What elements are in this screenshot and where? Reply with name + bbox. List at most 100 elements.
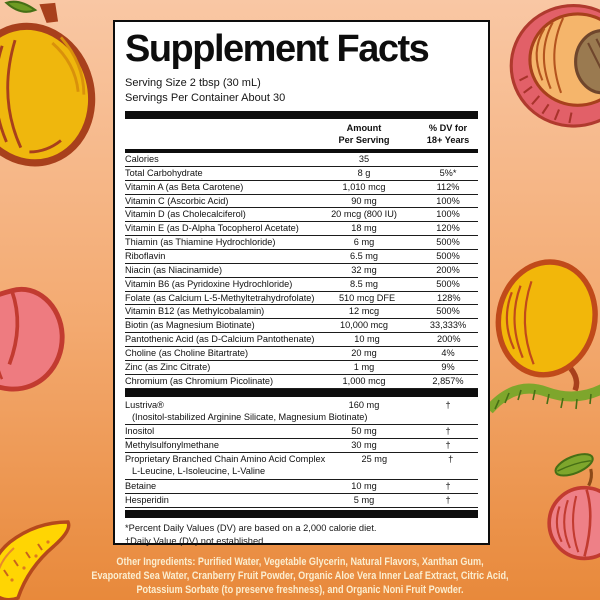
nutrient-dv: 200% (437, 334, 461, 345)
amount-header-line2: Per Serving (338, 134, 390, 145)
nutrient-amount: 8 g (357, 167, 371, 178)
other-ingredients-line: Other Ingredients: Purified Water, Veget… (116, 556, 484, 568)
nutrient-name: Vitamin C (Ascorbic Acid) (125, 195, 229, 206)
facts-row: Methylsulfonylmethane 30 mg † (125, 439, 478, 454)
divider-thick (125, 111, 478, 120)
nutrient-amount: 6 mg (353, 237, 375, 248)
facts-row: Niacin (as Niacinamide) 32 mg 200% (125, 264, 478, 278)
nutrient-amount: 35 (358, 154, 370, 165)
facts-row: Folate (as Calcium L-5-Methyltetrahydrof… (125, 292, 478, 306)
other-ingredients: Other Ingredients: Purified Water, Veget… (42, 556, 558, 598)
facts-row: Inositol 50 mg † (125, 425, 478, 440)
nutrient-amount: 12 mcg (348, 306, 380, 317)
nutrient-name: Chromium (as Chromium Picolinate) (125, 375, 274, 386)
nutrient-amount: 510 mcg DFE (338, 292, 396, 303)
facts-row: Choline (as Choline Bitartrate) 20 mg 4% (125, 347, 478, 361)
dv-column-header: % DV for 18+ Years (418, 123, 478, 146)
nutrient-dv: 500% (436, 278, 460, 289)
nutrient-name: Methylsulfonylmethane (125, 440, 219, 451)
nutrient-name: Betaine (125, 480, 157, 491)
leaf-vine-right-illustration (485, 383, 600, 414)
nutrient-dv: 2,857% (432, 375, 464, 386)
nutrient-name: Calories (125, 154, 159, 165)
nutrient-dv: 500% (436, 237, 460, 248)
facts-row: Vitamin E (as D-Alpha Tocopherol Acetate… (125, 222, 478, 237)
nutrient-amount: 50 mg (351, 426, 377, 437)
facts-row: Zinc (as Zinc Citrate) 1 mg 9% (125, 361, 478, 375)
nutrient-amount: 10 mg (351, 480, 377, 491)
divider-medium (125, 149, 478, 154)
column-headers: Amount Per Serving % DV for 18+ Years (125, 119, 478, 149)
facts-row: Total Carbohydrate 8 g 5%* (125, 167, 478, 181)
nutrient-dv: 500% (436, 251, 460, 262)
mango-mid-right-illustration (495, 259, 598, 392)
nutrient-amount: 5 mg (353, 494, 375, 505)
facts-row: Vitamin A (as Beta Carotene) 1,010 mcg 112… (125, 181, 478, 195)
nutrient-dv: 120% (436, 223, 460, 234)
nutrient-amount: 1,000 mcg (342, 375, 386, 386)
nutrient-amount: 20 mg (351, 348, 377, 359)
nutrient-dv: 100% (436, 209, 460, 220)
mango-top-left-illustration (0, 0, 96, 167)
nutrient-amount: 8.5 mg (349, 278, 379, 289)
peach-mid-left-illustration (0, 286, 65, 392)
nutrient-dv: 200% (436, 264, 460, 275)
facts-row: Thiamin (as Thiamine Hydrochloride) 6 mg 5… (125, 236, 478, 251)
facts-row: Riboflavin 6.5 mg 500% (125, 250, 478, 264)
panel-title: Supplement Facts (125, 28, 430, 70)
nutrient-name: Vitamin B6 (as Pyridoxine Hydrochloride) (125, 278, 293, 289)
nutrient-amount: 10 mg (354, 334, 380, 345)
nutrient-dv: 4% (441, 348, 455, 359)
nutrient-dv: † (445, 426, 451, 437)
nutrient-amount: 20 mcg (800 IU) (331, 209, 397, 220)
nutrient-dv: 100% (436, 195, 460, 206)
facts-row: Hesperidin 5 mg † (125, 494, 478, 508)
footnotes: *Percent Daily Values (DV) are based on … (125, 522, 478, 548)
nutrient-name: Vitamin E (as D-Alpha Tocopherol Acetate… (125, 223, 299, 234)
other-ingredients-line: Evaporated Sea Water, Cranberry Fruit Po… (91, 569, 509, 582)
nutrient-name: Total Carbohydrate (125, 167, 203, 178)
facts-row: Biotin (as Magnesium Biotinate) 10,000 mc… (125, 319, 478, 334)
nutrient-amount: 32 mg (351, 264, 377, 275)
nutrient-name: Riboflavin (125, 251, 166, 262)
nutrient-name: Vitamin B12 (as Methylcobalamin) (125, 306, 265, 317)
nutrient-dv: 128% (437, 292, 461, 303)
nutrient-name: Zinc (as Zinc Citrate) (125, 361, 211, 372)
nutrient-name: Hesperidin (125, 494, 169, 505)
nutrient-dv: † (445, 480, 451, 491)
nutrient-dv: 9% (441, 361, 455, 372)
nutrient-amount: 1 mg (353, 361, 375, 372)
facts-row: Vitamin C (Ascorbic Acid) 90 mg 100% (125, 195, 478, 209)
divider-thick (125, 388, 478, 397)
footnote-dv: *Percent Daily Values (DV) are based on … (125, 522, 377, 533)
peach-bottom-right-illustration (547, 453, 600, 561)
nutrient-name: Thiamin (as Thiamine Hydrochloride) (125, 237, 276, 248)
nutrient-amount: 10,000 mcg (339, 320, 388, 331)
nutrient-dv: 33,333% (429, 320, 467, 331)
facts-row: Pantothenic Acid (as D-Calcium Pantothen… (125, 333, 478, 348)
nutrient-amount: 18 mg (351, 223, 377, 234)
facts-row: Proprietary Branched Chain Amino Acid Co… (125, 453, 478, 466)
nutrient-name: Folate (as Calcium L-5-Methyltetrahydrof… (125, 292, 315, 303)
facts-row: Vitamin D (as Cholecalciferol) 20 mcg (80… (125, 208, 478, 223)
nutrient-name: Niacin (as Niacinamide) (125, 264, 223, 275)
facts-row: Calories 35 (125, 153, 478, 167)
nutrient-dv: 500% (436, 306, 460, 317)
serving-info: Serving Size 2 tbsp (30 mL) Servings Per… (125, 76, 478, 105)
facts-row: Lustriva® 160 mg † (125, 399, 478, 412)
nutrient-name: Vitamin D (as Cholecalciferol) (125, 209, 246, 220)
nutrient-dv: † (445, 494, 451, 505)
amount-header-line1: Amount (346, 123, 382, 134)
facts-row: Betaine 10 mg † (125, 480, 478, 494)
nutrient-name: Biotin (as Magnesium Biotinate) (125, 320, 255, 331)
nutrient-name: Pantothenic Acid (as D-Calcium Pantothen… (125, 334, 315, 345)
nutrient-dv: † (445, 399, 451, 410)
nutrient-name: Proprietary Branched Chain Amino Acid Co… (125, 454, 326, 465)
peach-half-top-right-illustration (509, 4, 600, 128)
dv-header-line1: % DV for (428, 123, 468, 134)
divider-thick (125, 509, 478, 518)
nutrient-amount: 30 mg (351, 440, 377, 451)
nutrient-name: Choline (as Choline Bitartrate) (125, 348, 249, 359)
dv-header-line2: 18+ Years (426, 134, 470, 145)
